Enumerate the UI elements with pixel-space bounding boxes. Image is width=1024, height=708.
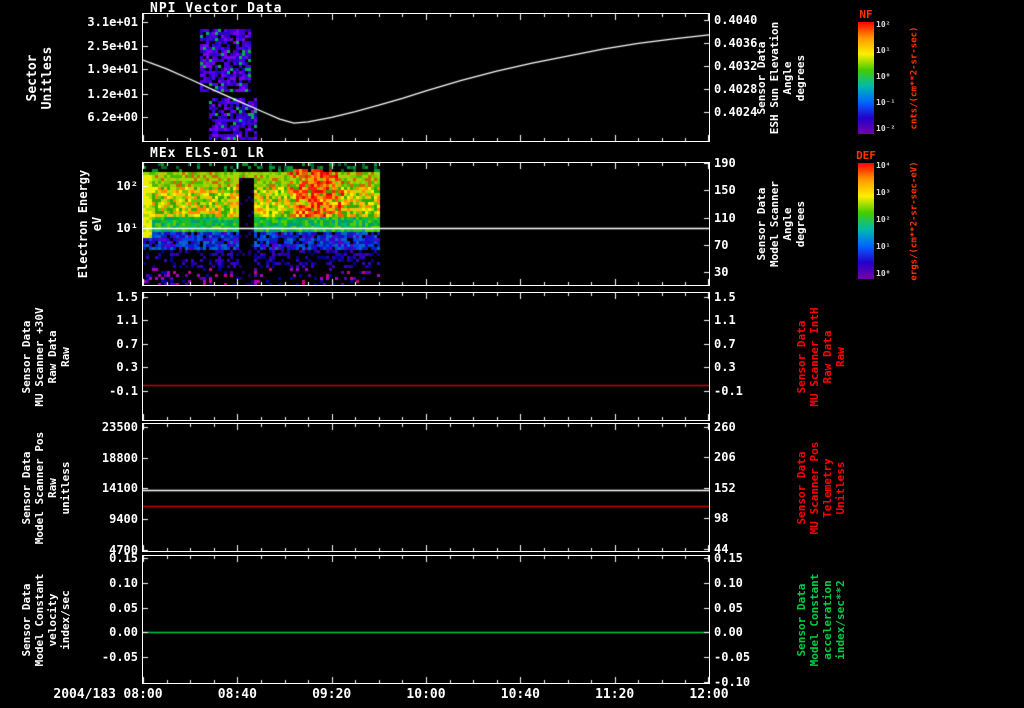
panel-5-right-tick-label: 0.15 xyxy=(714,550,743,565)
panel-2-plot-area xyxy=(142,162,710,286)
panel-2-left-tick-label: 10² xyxy=(116,179,138,194)
panel-3-right-tick-label: 0.7 xyxy=(714,336,736,351)
panel-2-canvas xyxy=(143,163,709,285)
panel-1-left-tick-label: 2.5e+01 xyxy=(87,38,138,53)
colorbar-nf-tick-label: 10⁰ xyxy=(876,72,891,81)
panel-1-left-tick-label: 3.1e+01 xyxy=(87,15,138,30)
x-axis-tick-label: 09:20 xyxy=(312,687,352,702)
colorbar-nf-tick-label: 10² xyxy=(876,20,891,29)
panel-2-right-tick-label: 70 xyxy=(714,237,729,252)
panel-5-left-tick-label: 0.00 xyxy=(109,625,138,640)
panel-1-right-tick-label: 0.4036 xyxy=(714,35,758,50)
panel-3-right-axis-label: Sensor Data MU Scanner IntH Raw Data Raw xyxy=(795,306,847,407)
colorbar-nf-title: NF xyxy=(859,8,873,21)
x-axis-tick-label: 11:20 xyxy=(595,687,635,702)
panel-4-canvas xyxy=(143,424,709,551)
panel-5-right-tick-label: -0.05 xyxy=(714,650,751,665)
panel-2-right-tick-label: 150 xyxy=(714,183,736,198)
colorbar-def xyxy=(858,163,874,279)
colorbar-def-tick-label: 10² xyxy=(876,215,891,224)
panel-3-right-tick-label: 1.1 xyxy=(714,313,736,328)
panel-5-canvas xyxy=(143,556,709,683)
colorbar-def-units: ergs/(cm**2-sr-sec-eV) xyxy=(909,161,920,281)
panel-3-right-tick-label: 1.5 xyxy=(714,289,736,304)
panel-4-right-axis-label: Sensor Data MU Scanner Pos Telemetry Unitle… xyxy=(795,441,847,534)
panel-5-left-tick-label: 0.10 xyxy=(109,575,138,590)
panel-4-left-axis-label: Sensor Data Model Scanner Pos Raw unitless xyxy=(20,431,72,544)
colorbar-nf-units: cnts/(cm**2-sr-sec) xyxy=(909,26,920,130)
panel-4-left-tick-label: 18800 xyxy=(101,450,138,465)
panel-1-right-tick-label: 0.4024 xyxy=(714,105,758,120)
panel-4-right-tick-label: 260 xyxy=(714,419,736,434)
panel-3-left-axis-label: Sensor Data MU Scanner +30V Raw Data Raw xyxy=(20,306,72,407)
x-axis-date-label: 2004/183 xyxy=(53,687,116,702)
panel-3-canvas xyxy=(143,293,709,420)
panel-3-left-tick-label: 1.5 xyxy=(116,289,138,304)
panel-5-left-axis-label: Sensor Data Model Constant velocity index/s… xyxy=(20,573,72,666)
x-axis-tick-label: 10:00 xyxy=(406,687,446,702)
panel-5-right-tick-label: -0.10 xyxy=(714,675,751,689)
panel-4-right-tick-label: 44 xyxy=(714,541,729,556)
panel-2-right-tick-label: 110 xyxy=(714,210,736,225)
panel-1-right-tick-label: 0.4032 xyxy=(714,58,758,73)
colorbar-nf-tick-label: 10¹ xyxy=(876,46,891,55)
panel-3-right-tick-label: 0.3 xyxy=(714,360,736,375)
colorbar-def-tick-label: 10¹ xyxy=(876,242,891,251)
panel-5-left-tick-label: 0.15 xyxy=(109,550,138,565)
panel-4-right-tick-label: 98 xyxy=(714,511,729,526)
colorbar-nf-tick-label: 10⁻² xyxy=(876,124,896,133)
panel-1-left-tick-label: 6.2e+00 xyxy=(87,110,138,125)
panel-2-right-tick-label: 190 xyxy=(714,156,736,170)
panel-4-left-tick-label: 14100 xyxy=(101,481,138,496)
colorbar-def-tick-label: 10³ xyxy=(876,188,891,197)
panel-5-right-tick-label: 0.00 xyxy=(714,625,743,640)
panel-1-left-tick-label: 1.9e+01 xyxy=(87,62,138,77)
x-axis-tick-label: 12:00 xyxy=(689,687,729,702)
panel-3-left-tick-label: 0.3 xyxy=(116,360,138,375)
panel-3-plot-area xyxy=(142,292,710,421)
panel-5-left-tick-label: 0.05 xyxy=(109,600,138,615)
panel-4-left-tick-label: 9400 xyxy=(109,512,138,527)
panel-1-canvas xyxy=(143,14,709,141)
panel-3-left-tick-label: 1.1 xyxy=(116,313,138,328)
colorbar-def-tick-label: 10⁰ xyxy=(876,269,891,278)
panel-4-left-tick-label: 23500 xyxy=(101,420,138,434)
panel-4-right-tick-label: 206 xyxy=(714,450,736,465)
panel-1-right-tick-label: 0.4040 xyxy=(714,12,758,27)
panel-4-plot-area xyxy=(142,423,710,552)
panel-1-right-axis-label: Sensor Data ESH Sun Elevation Angle degrees xyxy=(755,21,807,134)
colorbar-def-title: DEF xyxy=(856,149,876,162)
panel-3-left-tick-label: -0.1 xyxy=(109,383,138,398)
panel-3-left-tick-label: 0.7 xyxy=(116,336,138,351)
panel-5-right-axis-label: Sensor Data Model Constant acceleration ind… xyxy=(795,573,847,666)
panel-2-right-axis-label: Sensor Data Model Scanner Angle degrees xyxy=(755,180,807,268)
panel-5-plot-area xyxy=(142,555,710,684)
panel-4-left-tick-label: 4700 xyxy=(109,542,138,557)
panel-5-left-tick-label: -0.05 xyxy=(101,650,138,665)
colorbar-nf-tick-label: 10⁻¹ xyxy=(876,98,896,107)
colorbar-def-tick-label: 10⁴ xyxy=(876,161,891,170)
panel-2-left-tick-label: 10¹ xyxy=(116,221,138,236)
panel-2-title: MEx ELS-01 LR xyxy=(150,146,265,161)
colorbar-nf xyxy=(858,22,874,134)
x-axis-tick-label: 08:00 xyxy=(123,687,163,702)
x-axis-tick-label: 08:40 xyxy=(217,687,257,702)
panel-1-plot-area xyxy=(142,13,710,142)
panel-2-right-tick-label: 30 xyxy=(714,265,729,280)
panel-5-right-tick-label: 0.10 xyxy=(714,575,743,590)
panel-3-right-tick-label: -0.1 xyxy=(714,383,743,398)
panel-2-left-axis-label: Electron Energy eV xyxy=(76,169,104,279)
panel-1-left-axis-label: Sector Unitless xyxy=(25,46,55,109)
panel-1-left-tick-label: 1.2e+01 xyxy=(87,86,138,101)
x-axis-tick-label: 10:40 xyxy=(500,687,540,702)
panel-4-right-tick-label: 152 xyxy=(714,480,736,495)
panel-5-right-tick-label: 0.05 xyxy=(714,600,743,615)
panel-1-right-tick-label: 0.4028 xyxy=(714,82,758,97)
panel-1-title: NPI Vector Data xyxy=(150,1,283,16)
